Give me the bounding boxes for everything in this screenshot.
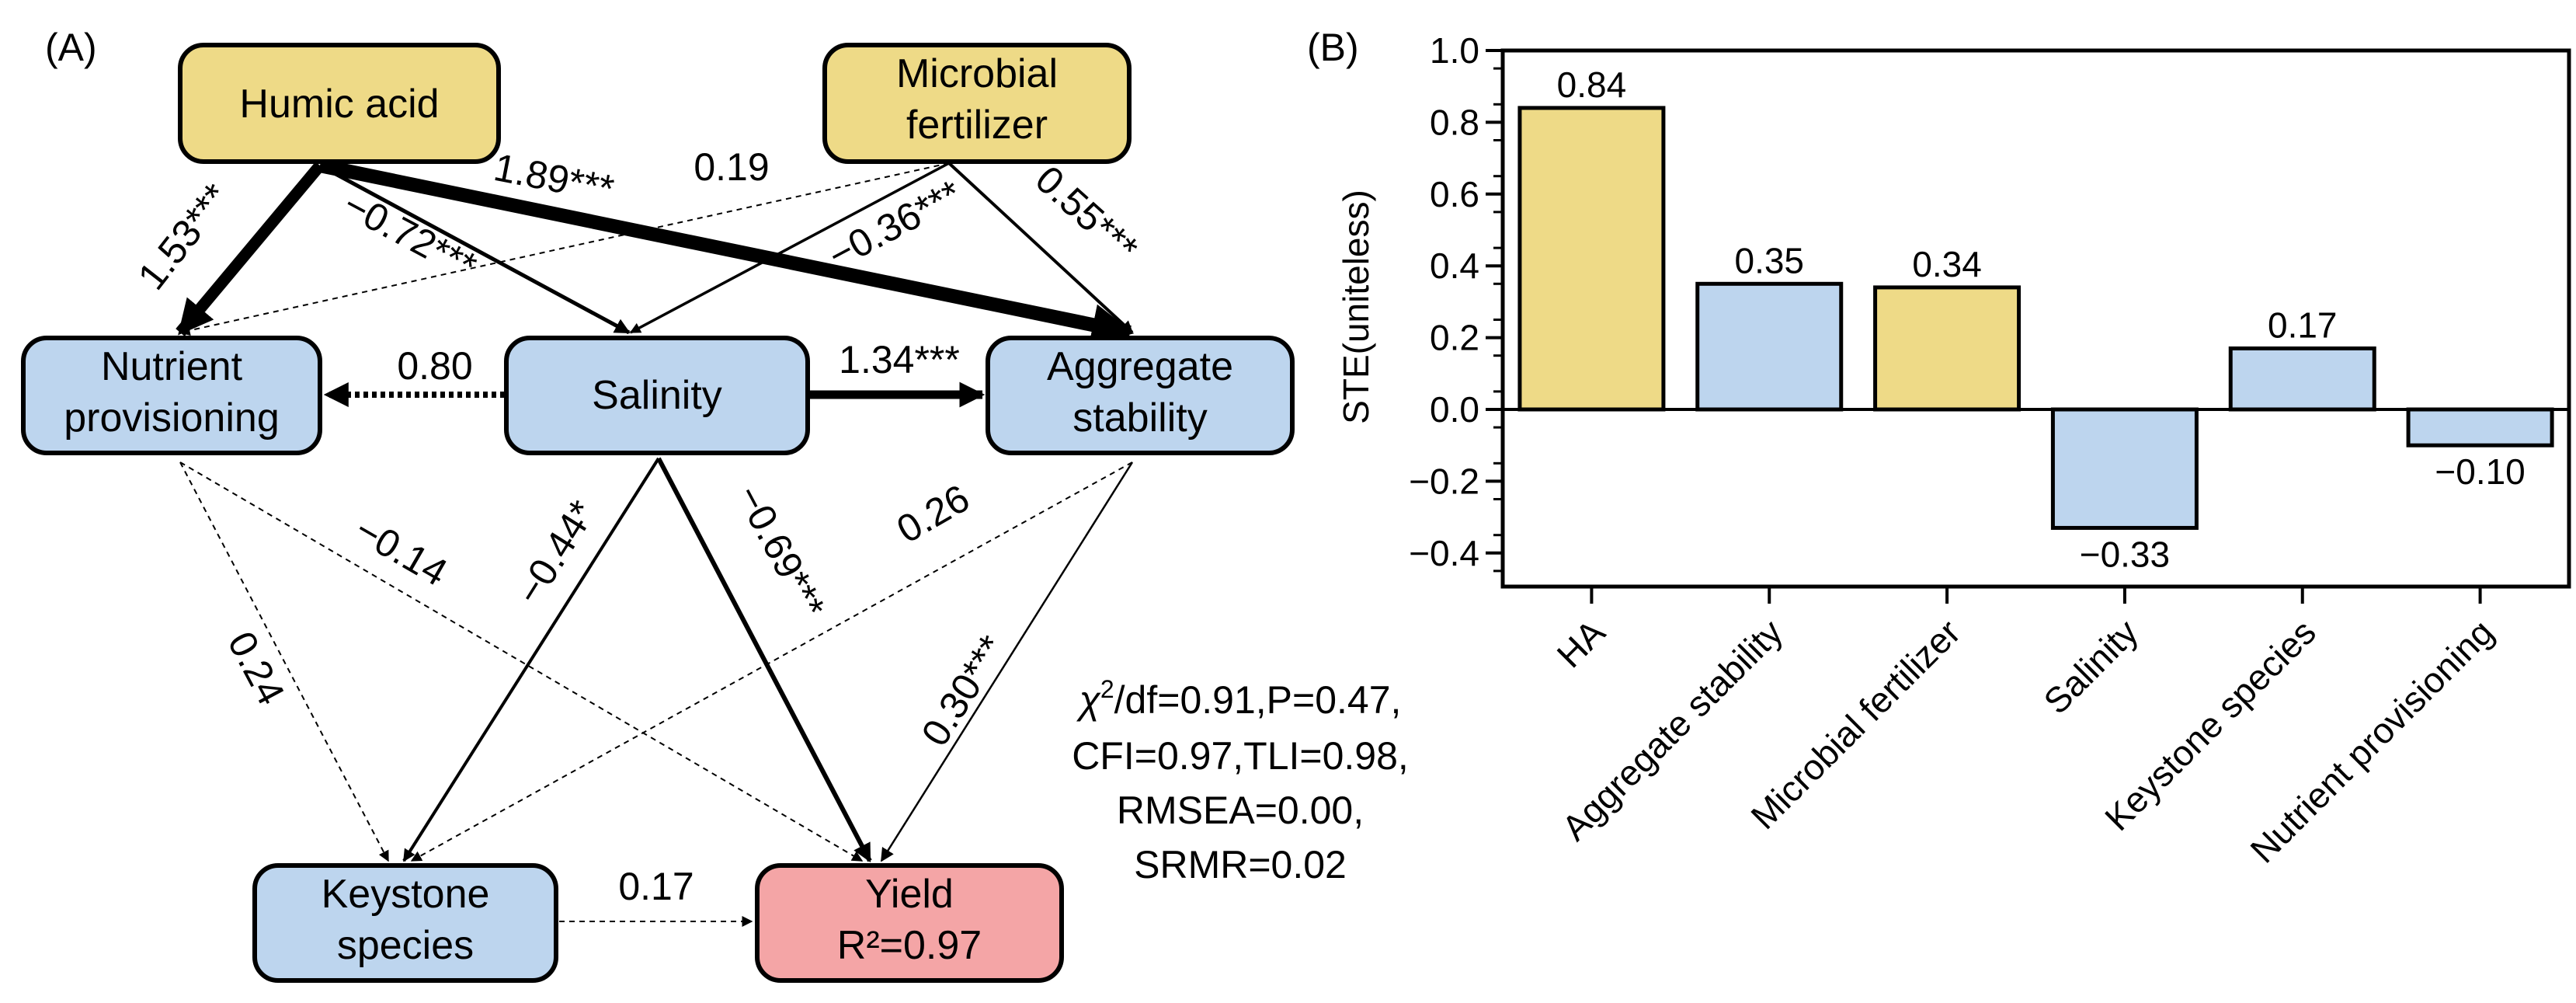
node-yield: Yield R²=0.97 — [755, 863, 1064, 983]
coef-aggregate-keystone: 0.26 — [889, 476, 976, 552]
chi-superscript: 2 — [1100, 675, 1114, 703]
path-microbial-to-aggregate — [947, 162, 1134, 334]
coef-nutrient-keystone: 0.24 — [219, 625, 293, 712]
y-tick-label: 1.0 — [1430, 30, 1479, 71]
value-label: 0.35 — [1734, 240, 1804, 280]
model-fit-statistics: χ2/df=0.91,P=0.47, CFI=0.97,TLI=0.98, RM… — [1072, 675, 1409, 886]
coef-nutrient-yield: −0.14 — [348, 507, 455, 594]
node-nutrient-label-2: provisioning — [64, 395, 280, 441]
panel-b-label: (B) — [1307, 26, 1359, 69]
node-aggregate-stability: Aggregate stability — [986, 336, 1295, 455]
node-keystone-species: Keystone species — [252, 863, 558, 983]
y-axis-title: STE(uniteless) — [1336, 190, 1376, 424]
sem-edges — [176, 158, 1135, 927]
fit-line-4: SRMR=0.02 — [1134, 843, 1347, 886]
bar-keystone-species — [2228, 346, 2376, 412]
y-tick-label: 0.4 — [1430, 246, 1479, 286]
node-keystone-label-1: Keystone — [322, 872, 490, 917]
path-microbial-to-salinity — [629, 162, 950, 334]
bars-layer: 0.84 0.35 0.34 −0.33 0.17 −0.10 — [1517, 64, 2554, 574]
node-nutrient-label-1: Nutrient — [101, 344, 243, 389]
bar-salinity — [2050, 407, 2199, 530]
bar-microbial-fertilizer — [1873, 285, 2022, 412]
node-microbial-label-1: Microbial — [896, 51, 1058, 96]
y-tick-label: 0.6 — [1430, 174, 1479, 214]
path-humic-to-nutrient — [176, 162, 325, 336]
sem-edge-labels: 1.53*** −0.72*** 1.89*** 0.19 −0.36*** 0… — [130, 145, 1146, 908]
node-nutrient-provisioning: Nutrient provisioning — [21, 336, 322, 455]
x-tick-label: Salinity — [2035, 611, 2146, 722]
path-salinity-to-keystone — [402, 457, 660, 862]
path-nutrient-to-keystone — [179, 461, 389, 862]
node-aggregate-label-1: Aggregate — [1047, 344, 1233, 389]
y-tick-label: −0.4 — [1409, 533, 1479, 573]
path-salinity-to-yield — [656, 457, 872, 863]
plot-frame — [1500, 48, 2571, 589]
value-label: 0.17 — [2268, 305, 2338, 345]
bar-nutrient-provisioning — [2406, 407, 2554, 448]
node-yield-label: Yield — [865, 872, 954, 917]
y-tick-label: −0.2 — [1409, 461, 1479, 501]
value-label: −0.33 — [2080, 534, 2170, 574]
path-nutrient-to-yield — [179, 461, 864, 862]
chi-symbol: χ — [1076, 678, 1101, 722]
node-humic-acid-label: Humic acid — [239, 82, 439, 127]
path-aggregate-to-yield — [880, 461, 1134, 862]
coef-salinity-keystone: −0.44* — [507, 493, 604, 611]
node-keystone-label-2: species — [337, 923, 474, 968]
y-tick-label: 0.0 — [1430, 389, 1479, 430]
bar-ha — [1517, 106, 1666, 412]
coef-salinity-yield: −0.69*** — [728, 478, 833, 625]
path-humic-to-aggregate — [318, 158, 1135, 346]
node-humic-acid: Humic acid — [178, 43, 501, 164]
coef-microbial-nutrient: 0.19 — [694, 145, 769, 189]
fit-line-1: χ2/df=0.91,P=0.47, — [1076, 675, 1402, 722]
coef-salinity-aggregate: 1.34*** — [839, 338, 960, 381]
coef-aggregate-yield: 0.30*** — [913, 628, 1014, 754]
fit-line-3: RMSEA=0.00, — [1117, 789, 1364, 832]
value-label: −0.10 — [2435, 451, 2525, 492]
coef-salinity-nutrient: 0.80 — [397, 344, 472, 388]
node-microbial-label-2: fertilizer — [906, 103, 1048, 148]
node-yield-r2: R²=0.97 — [837, 923, 982, 968]
x-tick-label: HA — [1549, 611, 1613, 675]
node-microbial-fertilizer: Microbial fertilizer — [822, 43, 1132, 164]
node-aggregate-label-2: stability — [1072, 395, 1207, 441]
panel-a-label: (A) — [45, 26, 97, 69]
path-humic-to-salinity — [318, 163, 631, 335]
bar-aggregate-stability — [1695, 281, 1844, 412]
node-salinity-label: Salinity — [592, 373, 722, 418]
bar-chart: (B) STE(uniteless) 0.84 0.35 0.34 −0.33 0.17… — [1307, 26, 2571, 871]
coef-keystone-yield: 0.17 — [618, 865, 694, 908]
fit-line-1-rest: /df=0.91,P=0.47, — [1114, 678, 1402, 722]
value-label: 0.34 — [1912, 244, 1982, 284]
coef-microbial-salinity: −0.36*** — [821, 172, 968, 277]
y-tick-label: 0.8 — [1430, 102, 1479, 142]
value-label: 0.84 — [1557, 64, 1627, 105]
fit-line-2: CFI=0.97,TLI=0.98, — [1072, 734, 1409, 778]
y-tick-label: 0.2 — [1430, 318, 1479, 358]
node-salinity: Salinity — [504, 336, 810, 455]
sem-path-diagram: (A) 1.53*** −0.72*** 1.89*** 0.19 −0.3 — [21, 26, 1409, 983]
